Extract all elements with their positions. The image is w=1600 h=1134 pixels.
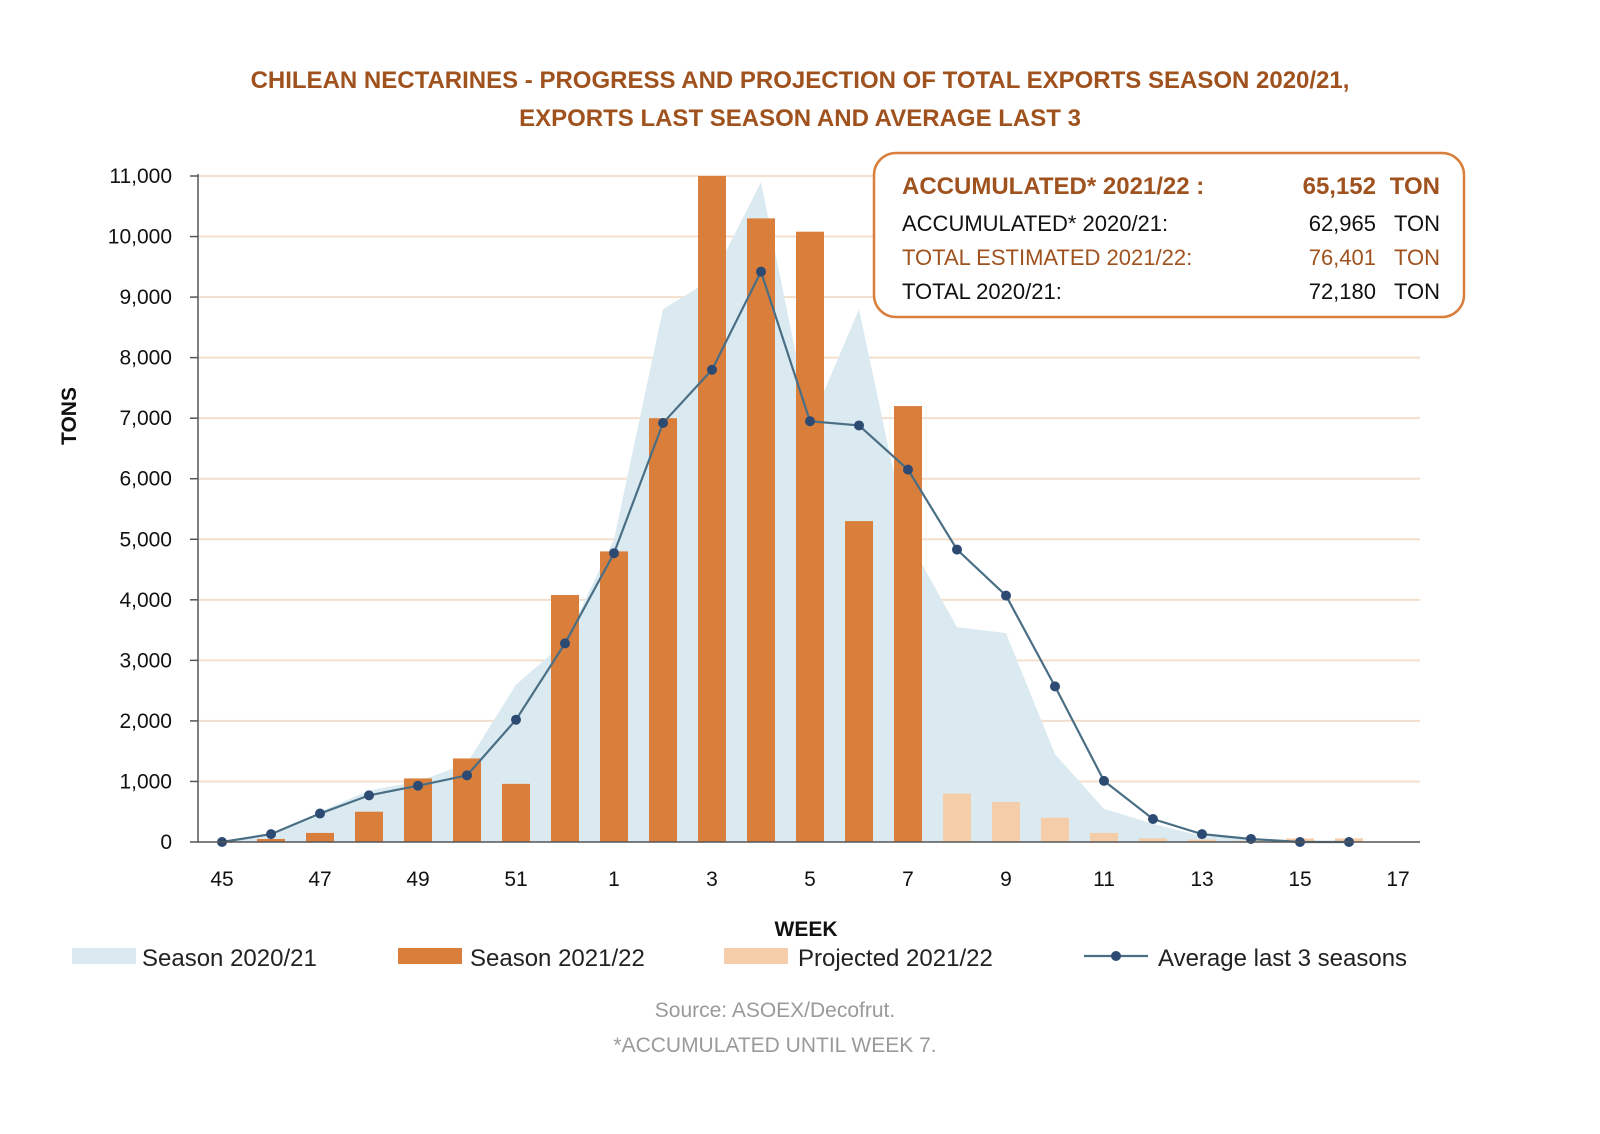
- point-average-week-4: [756, 266, 766, 277]
- point-average-week-7: [903, 464, 913, 475]
- bar-projected-2021-22-week-9: [992, 802, 1020, 842]
- y-tick-label: 3,000: [119, 649, 172, 672]
- x-tick-label: 3: [706, 868, 718, 891]
- point-average-week-49: [413, 780, 423, 791]
- point-average-week-11: [1099, 775, 1109, 786]
- source-note: Source: ASOEX/Decofrut.: [655, 999, 895, 1022]
- point-average-week-9: [1001, 590, 1011, 601]
- bar-projected-2021-22-week-13: [1188, 839, 1216, 842]
- y-tick-label: 0: [160, 831, 172, 854]
- info-row-label: TOTAL ESTIMATED 2021/22:: [902, 245, 1192, 270]
- y-tick-label: 10,000: [108, 226, 172, 249]
- y-tick-label: 11,000: [109, 165, 172, 188]
- x-tick-label: 5: [804, 868, 816, 891]
- x-tick-label: 9: [1000, 868, 1012, 891]
- info-row-label: TOTAL 2020/21:: [902, 279, 1062, 304]
- legend-swatch: [72, 948, 136, 964]
- info-box: ACCUMULATED* 2021/22 : 65,152 TON ACCUMULAT…: [872, 151, 1466, 319]
- bar-season-2021-22-week-1: [600, 551, 628, 842]
- bar-projected-2021-22-week-12: [1139, 838, 1167, 842]
- y-tick-label: 4,000: [119, 589, 172, 612]
- info-row-label: ACCUMULATED* 2020/21:: [902, 211, 1168, 236]
- info-row-value: 76,401: [1309, 245, 1376, 270]
- legend: Season 2020/21 Season 2021/22 Projected 20…: [72, 945, 1407, 972]
- bar-season-2021-22-week-46: [257, 838, 285, 842]
- legend-marker-average: [1111, 951, 1121, 961]
- info-row-value: 72,180: [1309, 279, 1376, 304]
- legend-label: Season 2020/21: [142, 945, 317, 972]
- x-tick-labels: 45 47 49 51 1 3 5 7 9 11 13 15 17: [210, 868, 1409, 891]
- x-tick-label: 49: [406, 868, 429, 891]
- bar-season-2021-22-week-47: [306, 832, 334, 842]
- point-average-week-8: [952, 544, 962, 555]
- chart-title-line2: EXPORTS LAST SEASON AND AVERAGE LAST 3: [519, 105, 1081, 132]
- y-tick-label: 6,000: [119, 468, 172, 491]
- legend-label: Season 2021/22: [470, 945, 645, 972]
- point-average-week-48: [364, 790, 374, 801]
- info-row-unit: TON: [1394, 279, 1440, 304]
- bar-season-2021-22-week-51: [502, 783, 530, 842]
- y-tick-label: 7,000: [119, 407, 172, 430]
- y-tick-label: 1,000: [119, 770, 172, 793]
- y-tick-label: 5,000: [119, 528, 172, 551]
- info-row-label: ACCUMULATED* 2021/22 :: [902, 173, 1204, 200]
- point-average-week-52: [560, 638, 570, 649]
- y-tick-label: 2,000: [119, 710, 172, 733]
- point-average-week-51: [511, 714, 521, 725]
- bar-projected-2021-22-week-8: [943, 793, 971, 842]
- chart-title-line1: CHILEAN NECTARINES - PROGRESS AND PROJEC…: [251, 67, 1350, 94]
- bar-season-2021-22-week-4: [747, 218, 775, 842]
- x-tick-label: 13: [1190, 868, 1213, 891]
- bar-season-2021-22-week-7: [894, 406, 922, 842]
- bar-layer: [257, 176, 1363, 843]
- bar-projected-2021-22-week-10: [1041, 817, 1069, 842]
- line-average-last-3-seasons: [221, 268, 1349, 844]
- y-tick-label: 9,000: [119, 286, 172, 309]
- x-tick-label: 11: [1093, 868, 1115, 891]
- point-average-week-46: [266, 829, 276, 840]
- x-tick-label: 7: [902, 868, 914, 891]
- bar-projected-2021-22-week-11: [1090, 832, 1118, 842]
- accumulated-note: *ACCUMULATED UNTIL WEEK 7.: [613, 1034, 936, 1057]
- x-tick-label: 51: [504, 868, 527, 891]
- info-row-unit: TON: [1394, 211, 1440, 236]
- axes: [190, 174, 1420, 843]
- bar-season-2021-22-week-5: [796, 231, 824, 843]
- x-tick-label: 47: [308, 868, 331, 891]
- point-average-week-10: [1050, 681, 1060, 692]
- legend-label: Projected 2021/22: [798, 945, 993, 972]
- point-average-week-3: [707, 364, 717, 375]
- legend-swatch: [398, 948, 462, 964]
- info-row-unit: TON: [1390, 173, 1440, 200]
- x-axis-title: WEEK: [775, 918, 838, 941]
- point-average-week-5: [805, 416, 815, 427]
- x-tick-label: 1: [608, 868, 620, 891]
- bar-season-2021-22-week-2: [649, 418, 677, 842]
- point-average-week-6: [854, 420, 864, 431]
- info-row-unit: TON: [1394, 245, 1440, 270]
- point-average-week-47: [315, 808, 325, 819]
- y-tick-label: 8,000: [119, 347, 172, 370]
- info-row-value: 62,965: [1309, 211, 1376, 236]
- bar-season-2021-22-week-52: [551, 594, 579, 842]
- x-tick-label: 17: [1386, 868, 1409, 891]
- bar-season-2021-22-week-6: [845, 521, 873, 842]
- y-axis-title: TONS: [58, 387, 81, 445]
- bar-season-2021-22-week-48: [355, 811, 383, 842]
- x-tick-label: 15: [1288, 868, 1311, 891]
- info-box-frame: [872, 151, 1466, 319]
- legend-label: Average last 3 seasons: [1158, 945, 1407, 972]
- point-average-week-2: [658, 418, 668, 429]
- x-tick-label: 45: [210, 868, 233, 891]
- bar-season-2021-22-week-3: [698, 176, 726, 842]
- point-average-week-12: [1148, 813, 1158, 824]
- point-average-week-1: [609, 548, 619, 559]
- point-average-week-13: [1197, 829, 1207, 840]
- y-tick-labels: 0 1,000 2,000 3,000 4,000 5,000 6,000 7,000 8,00…: [108, 165, 172, 854]
- point-average-week-50: [462, 770, 472, 781]
- info-row-value: 65,152: [1303, 173, 1376, 200]
- legend-swatch: [724, 948, 788, 964]
